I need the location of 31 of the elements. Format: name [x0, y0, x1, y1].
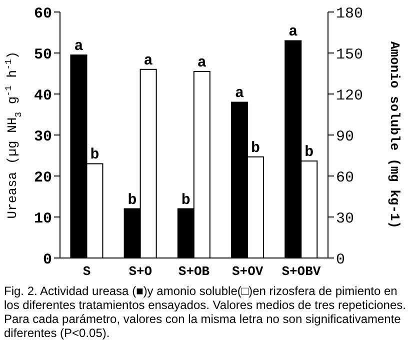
y-tick-label: 40	[34, 87, 52, 104]
y2-tick-label: 180	[336, 5, 364, 22]
x-tick-label: S+OV	[232, 264, 264, 280]
data-label: a	[197, 54, 206, 72]
y-tick-label: 0	[42, 251, 52, 268]
data-label: a	[74, 38, 84, 56]
y2-tick-label: 120	[336, 87, 364, 104]
data-label: b	[251, 140, 260, 157]
y2-tick-label: 150	[336, 46, 364, 64]
x-tick-label: S+OB	[178, 264, 210, 280]
caption: Fig. 2. Actividad ureasa (■)y amonio soluble(□)en rizosfera de pimiento en los diferentes tratamientos ensayados. Valores medios de tres repeticiones. Para cada parámetro, valores con la misma letra no son significativamente diferentes (P<0.05).	[4, 284, 406, 340]
data-label: b	[128, 192, 137, 209]
y-tick-label: 60	[34, 5, 52, 22]
y-tick-label: 30	[34, 128, 52, 146]
data-label: b	[181, 192, 190, 209]
y2-tick-label: 90	[336, 128, 354, 146]
data-label: b	[304, 144, 314, 161]
y-tick-label: 10	[34, 210, 52, 228]
data-label: a	[288, 24, 298, 41]
y2-axis-title: Amonio soluble (mg kg-1)	[386, 41, 402, 229]
y-tick-label: 50	[34, 46, 52, 64]
data-label: a	[144, 52, 153, 70]
y2-tick-label: 0	[336, 251, 346, 268]
y2-tick-label: 30	[336, 210, 354, 228]
data-label: a	[235, 85, 244, 102]
y-tick-label: 20	[34, 169, 52, 186]
x-tick-label: S+O	[128, 264, 152, 280]
x-tick-label: S	[82, 264, 91, 280]
x-tick-label: S+OBV	[282, 264, 321, 280]
y2-tick-label: 60	[336, 169, 354, 186]
data-label: b	[90, 146, 100, 164]
